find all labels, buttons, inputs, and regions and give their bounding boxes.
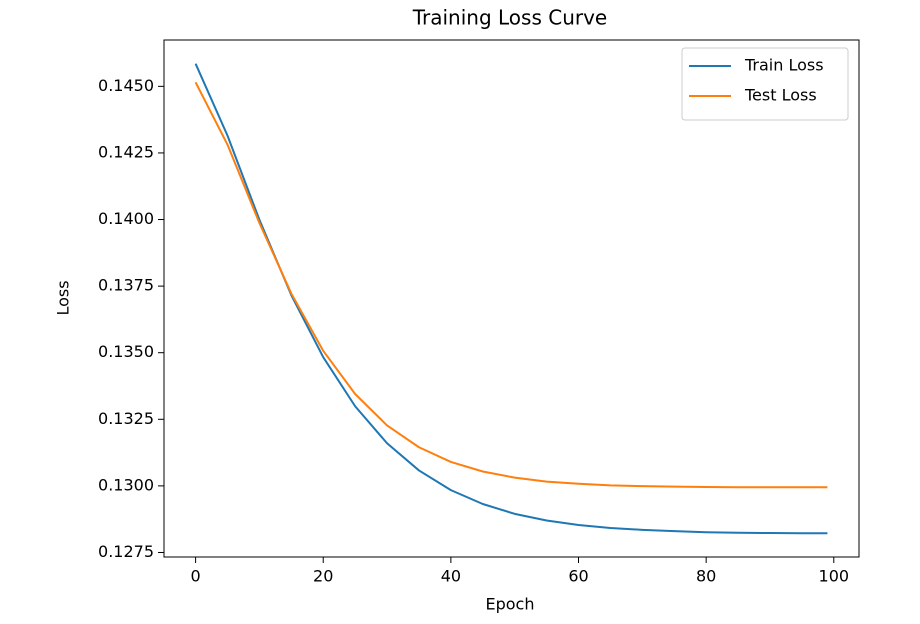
x-tick-label: 100	[819, 567, 850, 586]
y-tick-label: 0.1350	[98, 342, 154, 361]
x-tick-label: 0	[190, 567, 200, 586]
x-tick-label: 60	[568, 567, 588, 586]
plot-frame	[163, 39, 860, 558]
y-tick-label: 0.1275	[98, 542, 154, 561]
y-axis-label: Loss	[54, 280, 73, 315]
y-tick-label: 0.1450	[98, 76, 154, 95]
y-tick-label: 0.1325	[98, 409, 154, 428]
y-tick-label: 0.1400	[98, 209, 154, 228]
x-tick-label: 20	[313, 567, 333, 586]
x-axis-label: Epoch	[486, 595, 535, 614]
legend-label: Train Loss	[744, 56, 824, 75]
y-tick-label: 0.1300	[98, 475, 154, 494]
legend-label: Test Loss	[744, 86, 817, 105]
y-tick-label: 0.1375	[98, 276, 154, 295]
series-line	[194, 63, 828, 535]
legend: Train Loss Test Loss	[681, 47, 849, 121]
x-tick-label: 40	[441, 567, 461, 586]
series-line	[194, 81, 828, 489]
x-tick-label: 80	[696, 567, 716, 586]
y-tick-label: 0.1425	[98, 142, 154, 161]
chart-title: Training Loss Curve	[412, 6, 608, 30]
